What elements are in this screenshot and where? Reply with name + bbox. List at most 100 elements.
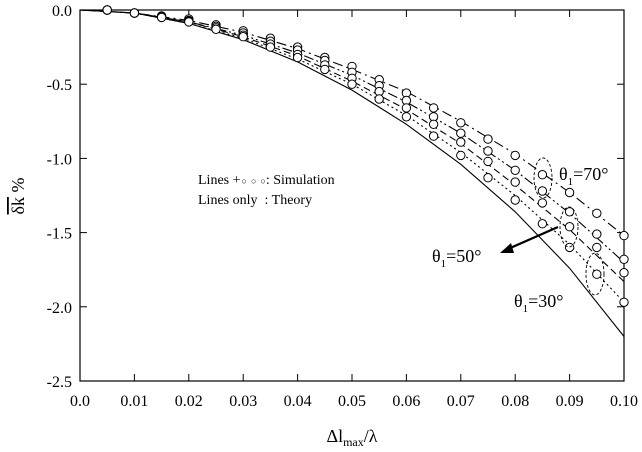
simulation-marker xyxy=(401,112,412,122)
simulation-marker xyxy=(564,222,575,232)
annotation-theta-value: =30° xyxy=(528,291,563,311)
simulation-marker xyxy=(401,103,412,113)
legend-marker-glyph: ○ xyxy=(251,176,256,186)
legend-theory-text: : Theory xyxy=(265,193,313,208)
simulation-marker xyxy=(156,12,167,23)
simulation-marker xyxy=(428,131,439,141)
simulation-marker xyxy=(265,42,276,52)
y-tick-label: 0.0 xyxy=(52,3,72,20)
group-ellipse-70 xyxy=(533,157,553,199)
simulation-marker xyxy=(592,242,602,253)
x-axis-label-main: Δl xyxy=(327,426,344,446)
simulation-marker xyxy=(102,5,112,15)
x-axis-label-sub: max xyxy=(343,435,364,449)
simulation-marker xyxy=(211,24,221,34)
annotation-arrow-50 xyxy=(507,225,559,251)
simulation-series-1 xyxy=(102,5,629,264)
x-axis-label: Δlmax/λ xyxy=(327,426,378,449)
simulation-marker xyxy=(592,229,602,239)
simulation-marker xyxy=(510,195,520,205)
simulation-marker xyxy=(510,177,520,187)
annotation-theta-value: =70° xyxy=(573,164,608,184)
annotation-theta-50: θ1=50° xyxy=(432,246,481,270)
legend-theory-entry: Lines only : Theory xyxy=(198,193,312,208)
simulation-marker xyxy=(564,207,575,217)
x-tick-label: 0.02 xyxy=(175,393,203,410)
group-ellipse-50 xyxy=(559,206,579,248)
y-tick-label: -0.5 xyxy=(47,77,72,94)
annotation-theta-sub: 1 xyxy=(523,303,529,315)
theory-line-solid xyxy=(79,9,625,337)
y-tick-label: -2.0 xyxy=(47,300,72,317)
annotation-theta-value: =50° xyxy=(446,246,481,266)
x-axis-ticks: 0.0 0.01 0.02 0.03 0.04 0.05 0.06 0.07 0.08 0.09 0… xyxy=(70,10,638,410)
simulation-marker xyxy=(456,150,466,161)
y-axis-ticks: 0.0 -0.5 -1.0 -1.5 -2.0 -2.5 xyxy=(47,3,624,391)
simulation-marker xyxy=(564,187,575,198)
simulation-marker xyxy=(184,17,194,27)
simulation-marker xyxy=(456,137,466,147)
simulation-marker xyxy=(374,94,384,104)
x-axis-label-tail: /λ xyxy=(364,426,378,446)
simulation-marker xyxy=(428,103,439,113)
y-axis-label: δk % xyxy=(8,178,28,215)
simulation-marker xyxy=(292,52,303,63)
x-tick-label: 0.08 xyxy=(501,393,529,410)
annotation-arrowhead-50 xyxy=(500,243,514,253)
x-tick-label: 0.09 xyxy=(556,393,584,410)
simulation-marker xyxy=(456,118,466,128)
annotation-theta-30: θ1=30° xyxy=(514,291,563,315)
annotation-theta-symbol: θ xyxy=(514,291,523,311)
y-tick-label: -2.5 xyxy=(47,374,72,391)
simulation-marker xyxy=(537,186,548,196)
simulation-marker xyxy=(510,150,520,161)
legend-marker-glyph: ○ xyxy=(242,176,247,186)
annotation-theta-symbol: θ xyxy=(559,164,568,184)
simulation-marker xyxy=(619,230,629,241)
y-tick-label: -1.5 xyxy=(47,226,72,243)
annotation-theta-70: θ1=70° xyxy=(559,164,608,188)
y-axis-label-main: δk xyxy=(8,197,28,214)
simulation-marker xyxy=(592,208,602,219)
theory-line-dotted xyxy=(79,9,625,303)
simulation-marker xyxy=(537,219,548,229)
simulation-marker xyxy=(619,254,629,264)
legend-theory-label: Lines only xyxy=(198,193,258,208)
simulation-marker xyxy=(483,134,493,144)
simulation-series xyxy=(102,5,629,307)
simulation-marker xyxy=(483,156,493,167)
simulation-marker xyxy=(537,170,548,180)
legend-marker-glyph: ○ xyxy=(260,176,265,186)
legend-simulation-label: Lines + xyxy=(198,173,241,188)
simulation-marker xyxy=(428,119,439,130)
simulation-marker xyxy=(129,8,140,18)
annotation-theta-sub: 1 xyxy=(441,258,447,270)
simulation-marker xyxy=(483,146,493,156)
simulation-marker xyxy=(619,297,629,307)
theory-line-dashed xyxy=(79,9,625,282)
y-axis-label-tail: % xyxy=(8,178,28,198)
simulation-marker xyxy=(320,64,330,75)
simulation-marker xyxy=(483,173,493,183)
simulation-series-2 xyxy=(102,5,629,278)
x-tick-label: 0.01 xyxy=(120,393,148,410)
simulation-marker xyxy=(347,79,357,89)
x-tick-label: 0.07 xyxy=(447,393,475,410)
simulation-marker xyxy=(619,268,629,278)
group-ellipse-30 xyxy=(585,252,605,296)
x-tick-label: 0.05 xyxy=(338,393,366,410)
legend: Lines +○ ○ ○: Simulation Lines only: Theor… xyxy=(198,173,335,208)
legend-simulation-entry: Lines +○ ○ ○: Simulation xyxy=(198,173,335,188)
annotation-theta-symbol: θ xyxy=(432,246,441,266)
simulation-series-0 xyxy=(102,5,629,241)
x-tick-label: 0.0 xyxy=(70,393,90,410)
simulation-marker xyxy=(592,269,602,279)
annotation-theta-sub: 1 xyxy=(568,176,574,188)
x-tick-label: 0.04 xyxy=(284,393,312,410)
y-tick-label: -1.0 xyxy=(47,151,72,168)
simulation-marker xyxy=(238,32,248,42)
annotations: θ1=70° θ1=50° θ1=30° xyxy=(432,157,608,315)
simulation-series-3 xyxy=(102,5,629,307)
x-tick-label: 0.03 xyxy=(229,393,257,410)
